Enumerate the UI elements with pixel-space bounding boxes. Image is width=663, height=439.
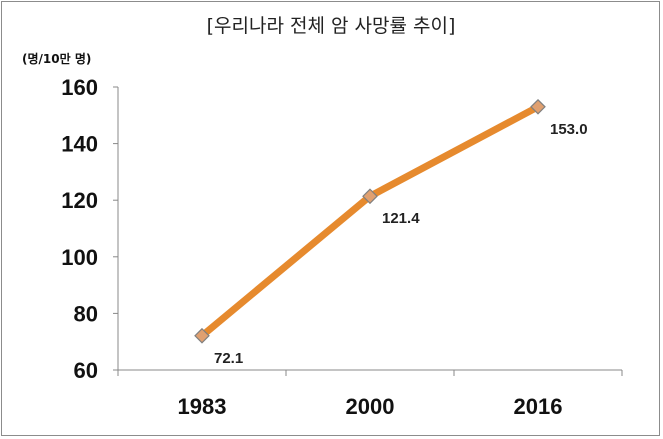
- chart-title: [우리나라 전체 암 사망률 추이]: [207, 15, 456, 37]
- y-tick-label: 160: [61, 75, 98, 100]
- data-point-marker: [530, 98, 546, 115]
- y-tick-label: 100: [61, 245, 98, 270]
- x-tick-label: 1983: [178, 394, 227, 419]
- x-tick-label: 2016: [514, 394, 563, 419]
- y-tick-label: 80: [74, 301, 98, 326]
- data-label: 153.0: [550, 121, 588, 138]
- y-tick-label: 60: [74, 358, 98, 383]
- y-tick-label: 120: [61, 188, 98, 213]
- series-line: [198, 103, 542, 340]
- series-group: 72.1 121.4 153.0: [194, 98, 588, 367]
- y-axis-ticks: 60 80 100 120 140 160: [61, 75, 118, 383]
- data-point-marker: [194, 327, 210, 344]
- x-axis-ticks: 1983 2000 2016: [117, 370, 623, 419]
- data-label: 121.4: [382, 210, 420, 227]
- x-tick-label: 2000: [346, 394, 395, 419]
- data-point-marker: [362, 188, 378, 205]
- unit-label: (명/10만 명): [22, 51, 91, 66]
- data-label: 72.1: [214, 350, 243, 367]
- y-tick-label: 140: [61, 132, 98, 157]
